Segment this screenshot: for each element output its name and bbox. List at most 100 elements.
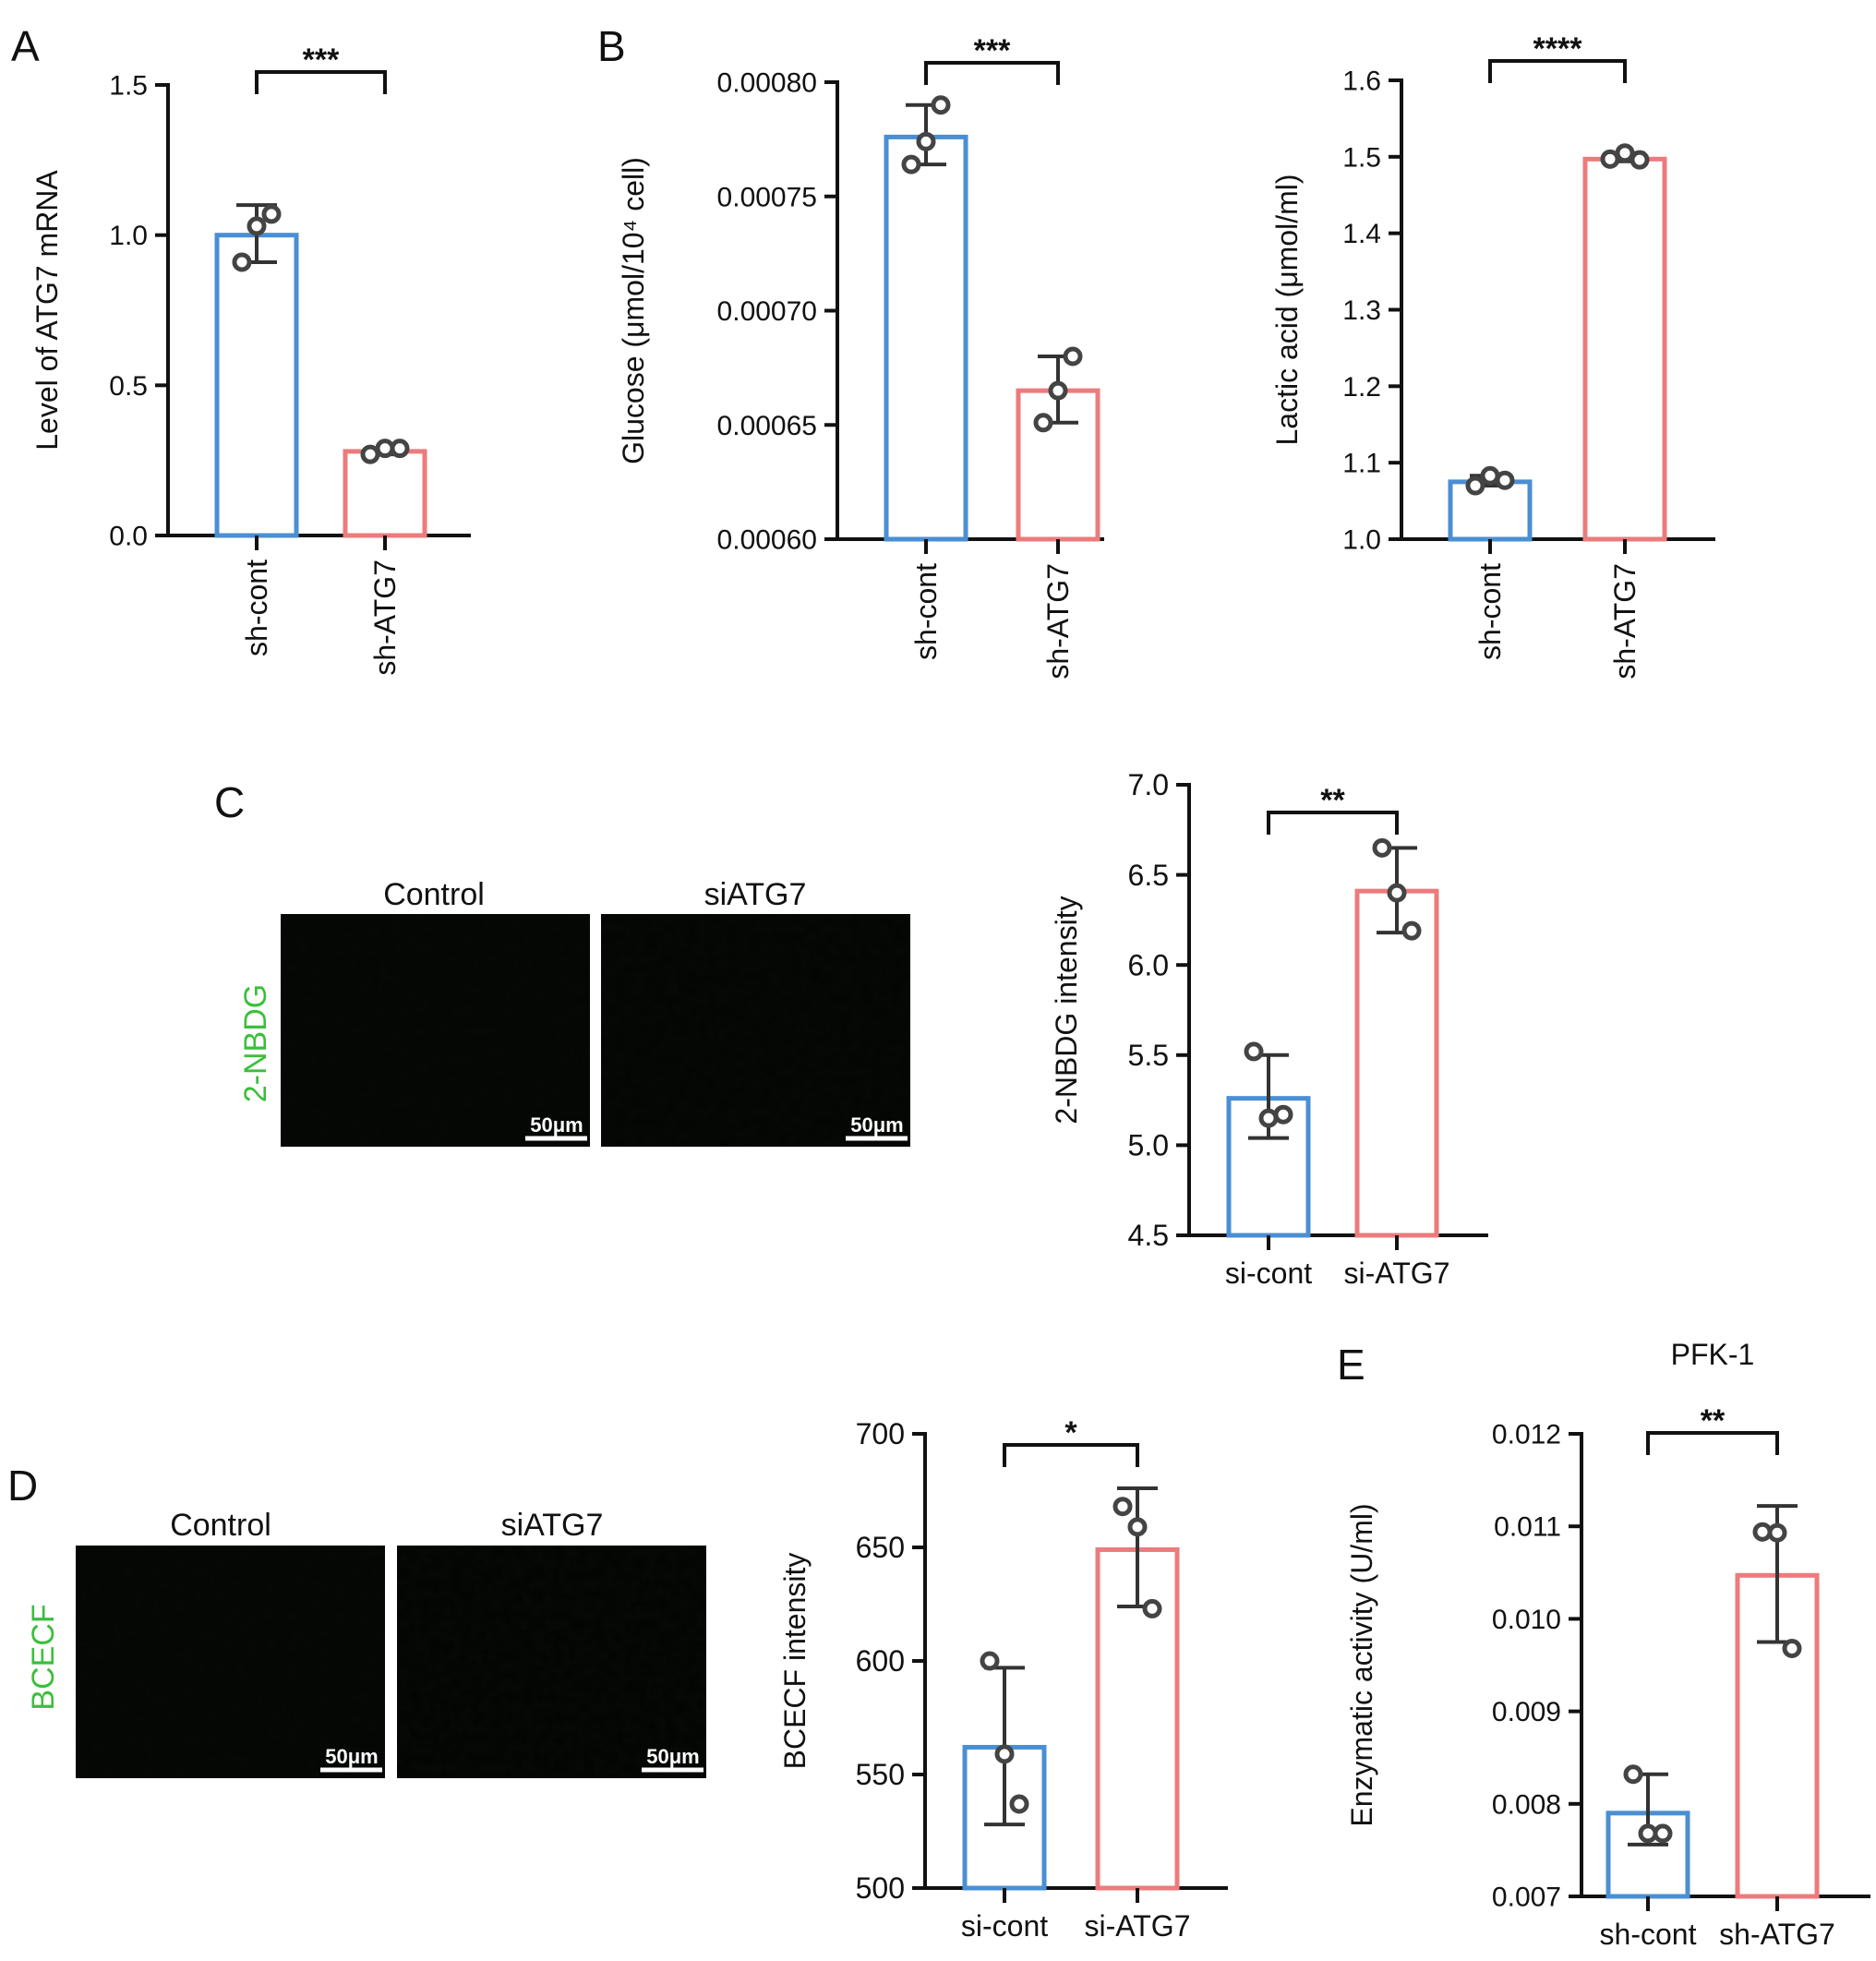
- micrograph-c-control: Control 50μm: [281, 877, 590, 1147]
- y-tick-label: 0.00075: [717, 182, 817, 212]
- y-tick-label: 1.5: [1342, 142, 1381, 173]
- y-tick-label: 5.5: [1128, 1039, 1169, 1072]
- data-point: [1063, 346, 1083, 367]
- y-tick-label: 550: [856, 1758, 905, 1791]
- data-point: [1767, 1522, 1787, 1543]
- significance-label: ***: [303, 42, 340, 78]
- panel-label-d: D: [7, 1462, 38, 1510]
- data-point: [916, 131, 936, 151]
- micrographs-d: BCECF Control 50μm siATG7 50μm: [26, 1508, 706, 1778]
- data-point: [232, 252, 252, 272]
- y-tick-label: 0.00070: [717, 296, 817, 327]
- micrograph-d-siatg7: siATG7 50μm: [397, 1508, 706, 1778]
- panel-label-e: E: [1337, 1341, 1365, 1389]
- data-point: [1495, 470, 1515, 490]
- data-point: [1273, 1104, 1293, 1125]
- y-tick-label: 1.6: [1342, 66, 1381, 97]
- chart-b1: 0.00060 0.00065 0.00070 0.00075 0.00080 Gluco…: [617, 33, 1104, 680]
- y-tick-label: 600: [856, 1644, 905, 1678]
- y-tick-label: 1.5: [109, 71, 148, 102]
- data-point: [901, 154, 921, 174]
- charts: 0.0 0.5 1.0 1.5 Level of ATG7 mRNA sh-cont sh-…: [30, 31, 1870, 1951]
- data-point: [1033, 413, 1053, 433]
- data-point: [1615, 143, 1635, 163]
- significance-bracket: [1003, 1443, 1139, 1467]
- micrograph-title: siATG7: [704, 877, 807, 912]
- micrograph-fluorescence: [601, 914, 910, 1147]
- x-tick-label: sh-ATG7: [1608, 563, 1642, 680]
- data-point: [1465, 475, 1485, 496]
- significance-bracket: [1267, 811, 1399, 835]
- micrograph-title: Control: [383, 877, 485, 912]
- y-axis-label: Lactic acid (μmol/ml): [1270, 174, 1304, 445]
- data-point: [1244, 1041, 1264, 1062]
- micrograph-title: Control: [170, 1508, 271, 1543]
- data-point: [1112, 1497, 1133, 1517]
- bar: [1448, 479, 1533, 542]
- x-tick-label: sh-cont: [240, 559, 273, 656]
- data-point: [247, 216, 267, 236]
- data-point: [261, 204, 282, 224]
- x-tick-label: sh-ATG7: [368, 559, 402, 676]
- x-tick-label: sh-ATG7: [1041, 563, 1075, 680]
- y-tick-label: 0.0: [109, 522, 148, 552]
- y-tick-label: 500: [856, 1871, 905, 1905]
- panel-label-a: A: [11, 22, 40, 70]
- micrograph-c-siatg7: siATG7 50μm: [601, 877, 910, 1147]
- y-tick-label: 0.011: [1494, 1512, 1561, 1543]
- data-point: [994, 1744, 1015, 1764]
- y-tick-label: 0.00080: [717, 68, 817, 99]
- y-tick-label: 1.3: [1342, 295, 1381, 326]
- chart-c: 4.5 5.0 5.5 6.0 6.5 7.0 2-NBDG intensity si-con…: [1050, 768, 1488, 1290]
- bar: [214, 233, 299, 538]
- significance-bracket: [1488, 59, 1627, 83]
- y-tick-label: 1.4: [1342, 219, 1381, 249]
- scale-bar-label: 50μm: [325, 1745, 379, 1768]
- x-tick-label: si-cont: [961, 1909, 1048, 1943]
- data-point: [1372, 837, 1392, 858]
- chart-b2: 1.0 1.1 1.2 1.3 1.4 1.5 1.6 Lactic acid (μmol/m…: [1270, 31, 1715, 680]
- y-tick-label: 6.5: [1128, 859, 1169, 892]
- significance-bracket: [924, 61, 1060, 85]
- x-tick-label: sh-cont: [909, 563, 943, 660]
- significance-label: **: [1320, 783, 1345, 818]
- data-point: [1782, 1638, 1802, 1658]
- x-tick-label: si-ATG7: [1085, 1909, 1191, 1943]
- data-point: [1629, 150, 1650, 170]
- panel-label-c: C: [214, 778, 245, 826]
- significance-label: ****: [1533, 31, 1583, 66]
- y-tick-label: 0.007: [1492, 1883, 1561, 1913]
- significance-bracket: [1646, 1431, 1779, 1455]
- chart-a: 0.0 0.5 1.0 1.5 Level of ATG7 mRNA sh-cont sh-…: [30, 42, 471, 676]
- panel-label-b: B: [597, 22, 626, 70]
- y-tick-label: 5.0: [1128, 1129, 1169, 1162]
- micrograph-fluorescence: [76, 1546, 385, 1778]
- bar: [1582, 156, 1667, 542]
- data-point: [1048, 380, 1068, 401]
- significance-bracket: [255, 70, 387, 94]
- y-tick-label: 0.009: [1492, 1697, 1561, 1727]
- data-point: [1127, 1517, 1148, 1537]
- significance-label: **: [1701, 1403, 1726, 1438]
- bar: [884, 134, 968, 542]
- y-tick-label: 700: [856, 1417, 905, 1450]
- micrograph-title: siATG7: [501, 1508, 604, 1543]
- x-tick-label: sh-cont: [1473, 563, 1507, 660]
- y-tick-label: 0.010: [1492, 1605, 1561, 1635]
- y-tick-label: 6.0: [1128, 948, 1169, 981]
- data-point: [1387, 883, 1407, 903]
- data-point: [1401, 920, 1422, 941]
- x-tick-label: si-cont: [1225, 1257, 1312, 1290]
- scale-bar-label: 50μm: [646, 1745, 700, 1768]
- x-tick-label: si-ATG7: [1344, 1257, 1450, 1290]
- bar: [1354, 888, 1439, 1238]
- data-point: [1009, 1794, 1029, 1814]
- x-tick-label: sh-cont: [1600, 1918, 1697, 1951]
- y-tick-label: 1.0: [1342, 525, 1381, 556]
- data-point: [931, 95, 951, 115]
- y-axis-label: Enzymatic activity (U/ml): [1345, 1503, 1378, 1826]
- data-point: [1653, 1823, 1673, 1844]
- y-tick-label: 0.00060: [717, 525, 817, 556]
- chart-d: 500 550 600 650 700 BCECF intensity si-cont si-…: [778, 1415, 1228, 1943]
